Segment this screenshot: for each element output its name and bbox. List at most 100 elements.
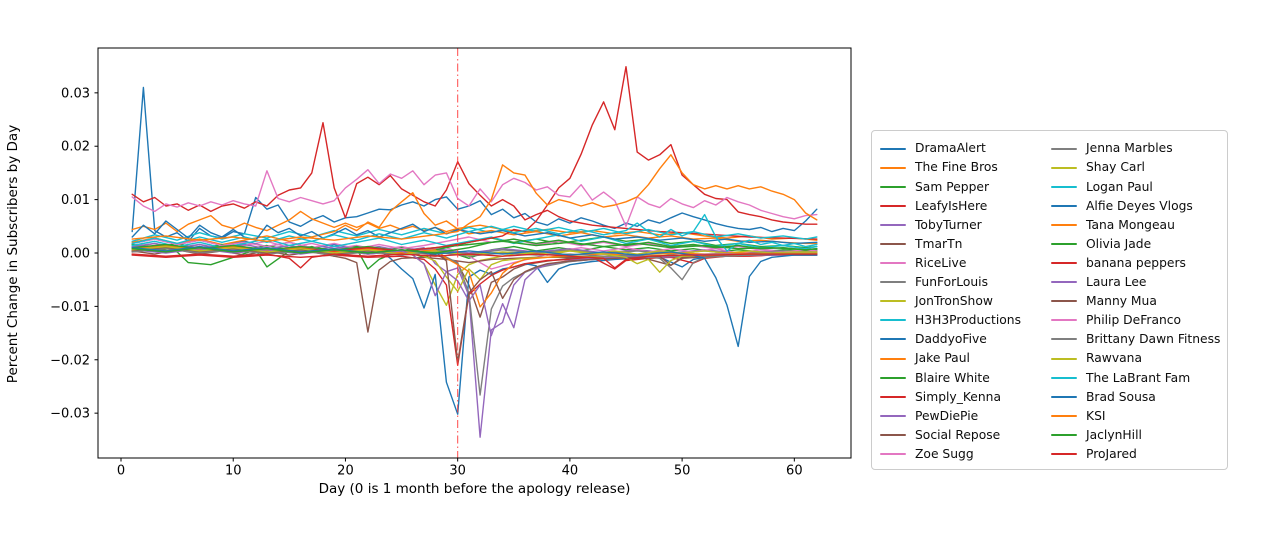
legend-label: Jenna Marbles: [1086, 141, 1173, 156]
legend-item-blaire-white: Blaire White: [880, 368, 1051, 387]
legend-item-logan-paul: Logan Paul: [1051, 177, 1219, 196]
legend-label: DaddyoFive: [915, 332, 987, 347]
legend-label: ProJared: [1086, 446, 1137, 461]
legend-label: The LaBrant Fam: [1086, 370, 1191, 385]
legend-label: Brittany Dawn Fitness: [1086, 332, 1221, 347]
legend-item-brad-sousa: Brad Sousa: [1051, 387, 1219, 406]
legend-item-olivia-jade: Olivia Jade: [1051, 234, 1219, 253]
legend-label: Blaire White: [915, 370, 990, 385]
legend-line-swatch: [1051, 243, 1077, 246]
legend-label: Olivia Jade: [1086, 236, 1152, 251]
legend-line-swatch: [880, 223, 906, 226]
y-tick-label: 0.03: [61, 86, 90, 101]
legend-item-jenna-marbles: Jenna Marbles: [1051, 139, 1219, 158]
legend-label: JaclynHill: [1086, 427, 1142, 442]
legend-line-swatch: [1051, 414, 1077, 417]
legend-line-swatch: [1051, 300, 1077, 303]
legend-item-tmartn: TmarTn: [880, 234, 1051, 253]
series-line-jaclynhill: [131, 238, 818, 254]
y-tick-label: 0.02: [61, 140, 90, 155]
legend-item-philip-defranco: Philip DeFranco: [1051, 311, 1219, 330]
legend-item-simply-kenna: Simply_Kenna: [880, 387, 1051, 406]
legend-label: Sam Pepper: [915, 179, 990, 194]
series-line-h3h3productions: [131, 225, 818, 243]
legend-item-pewdiepie: PewDiePie: [880, 406, 1051, 425]
series-line-the-fine-bros: [131, 210, 818, 241]
series-line-the-labrant-fam: [131, 213, 818, 252]
legend-line-swatch: [880, 281, 906, 284]
legend-label: Social Repose: [915, 427, 1001, 442]
legend-line-swatch: [1051, 223, 1077, 226]
y-tick-label: 0.01: [61, 193, 90, 208]
legend-label: Simply_Kenna: [915, 389, 1001, 404]
legend-item-shay-carl: Shay Carl: [1051, 158, 1219, 177]
legend-item-banana-peppers: banana peppers: [1051, 254, 1219, 273]
legend: DramaAlert The Fine Bros Sam Pepper LeafyIs…: [871, 130, 1228, 470]
legend-label: Jake Paul: [915, 351, 970, 366]
legend-label: banana peppers: [1086, 255, 1186, 270]
legend-line-swatch: [1051, 319, 1077, 322]
legend-label: Manny Mua: [1086, 294, 1157, 309]
legend-item-projared: ProJared: [1051, 445, 1219, 464]
legend-line-swatch: [880, 262, 906, 265]
x-tick-label: 50: [674, 464, 691, 479]
legend-item-funforlouis: FunForLouis: [880, 273, 1051, 292]
legend-item-h3h3productions: H3H3Productions: [880, 311, 1051, 330]
legend-line-swatch: [880, 243, 906, 246]
legend-label: RiceLive: [915, 255, 967, 270]
x-tick-label: 20: [337, 464, 354, 479]
y-tick-label: −0.03: [50, 407, 90, 422]
legend-line-swatch: [1051, 453, 1077, 456]
legend-item-zoe-sugg: Zoe Sugg: [880, 445, 1051, 464]
legend-line-swatch: [1051, 433, 1077, 436]
series-line-daddyofive: [131, 238, 818, 415]
series-line-ksi: [131, 154, 818, 243]
legend-line-swatch: [880, 395, 906, 398]
legend-line-swatch: [880, 300, 906, 303]
series-line-philip-defranco: [131, 168, 818, 228]
legend-item-tana-mongeau: Tana Mongeau: [1051, 215, 1219, 234]
series-line-dramaalert: [131, 86, 818, 243]
legend-item-ksi: KSI: [1051, 406, 1219, 425]
legend-item-sam-pepper: Sam Pepper: [880, 177, 1051, 196]
y-tick-label: −0.02: [50, 353, 90, 368]
legend-label: Laura Lee: [1086, 275, 1147, 290]
legend-label: FunForLouis: [915, 275, 988, 290]
legend-line-swatch: [880, 453, 906, 456]
legend-line-swatch: [880, 338, 906, 341]
x-tick-label: 10: [225, 464, 242, 479]
legend-item-laura-lee: Laura Lee: [1051, 273, 1219, 292]
legend-label: PewDiePie: [915, 408, 979, 423]
series-line-leafyishere: [131, 121, 818, 240]
legend-line-swatch: [1051, 185, 1077, 188]
legend-label: Zoe Sugg: [915, 446, 974, 461]
legend-line-swatch: [1051, 147, 1077, 150]
series-line-banana-peppers: [131, 65, 818, 253]
legend-label: H3H3Productions: [915, 313, 1021, 328]
plot-border: [97, 47, 852, 459]
legend-line-swatch: [880, 319, 906, 322]
y-axis-label: Percent Change in Subscribers by Day: [5, 124, 21, 384]
legend-line-swatch: [1051, 376, 1077, 379]
legend-line-swatch: [880, 414, 906, 417]
legend-line-swatch: [1051, 281, 1077, 284]
legend-label: Rawvana: [1086, 351, 1143, 366]
x-tick-label: 60: [786, 464, 803, 479]
series-line-projared: [131, 253, 818, 269]
legend-item-ricelive: RiceLive: [880, 254, 1051, 273]
y-tick-label: −0.01: [50, 300, 90, 315]
legend-item-the-fine-bros: The Fine Bros: [880, 158, 1051, 177]
legend-line-swatch: [1051, 395, 1077, 398]
legend-line-swatch: [880, 433, 906, 436]
legend-line-swatch: [880, 185, 906, 188]
legend-label: KSI: [1086, 408, 1106, 423]
legend-line-swatch: [880, 147, 906, 150]
legend-item-social-repose: Social Repose: [880, 425, 1051, 444]
legend-item-leafyishere: LeafyIsHere: [880, 196, 1051, 215]
legend-item-the-labrant-fam: The LaBrant Fam: [1051, 368, 1219, 387]
series-line-simply-kenna: [131, 254, 818, 366]
x-tick-label: 30: [449, 464, 466, 479]
legend-item-jaclynhill: JaclynHill: [1051, 425, 1219, 444]
